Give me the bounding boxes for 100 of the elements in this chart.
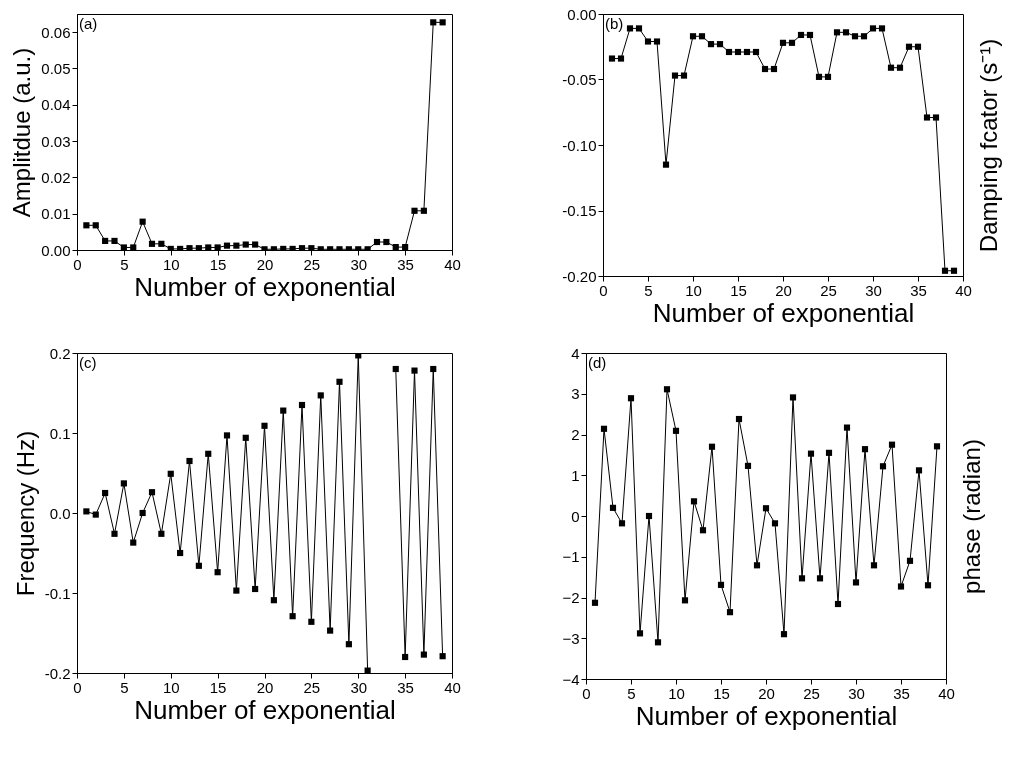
- x-tick-label: 15: [209, 678, 227, 696]
- point: [797, 31, 805, 39]
- point: [825, 449, 833, 456]
- x-tick-label: 25: [303, 255, 321, 273]
- point: [439, 653, 446, 660]
- point: [345, 641, 352, 648]
- x-tick-label: 30: [350, 678, 368, 696]
- annotation: (a): [79, 15, 98, 32]
- point: [252, 241, 259, 248]
- x-tick-label: 40: [938, 684, 955, 702]
- x-tick-label: 10: [668, 684, 685, 702]
- point: [102, 237, 109, 245]
- point: [788, 39, 796, 46]
- point: [816, 575, 824, 582]
- point: [861, 446, 869, 453]
- y-tick-label: 0.1: [49, 424, 71, 442]
- point: [148, 240, 156, 247]
- point: [708, 443, 716, 450]
- point: [707, 41, 715, 48]
- point: [167, 470, 174, 477]
- point: [186, 457, 193, 465]
- point: [852, 579, 860, 586]
- point: [195, 245, 202, 250]
- point: [834, 600, 842, 608]
- point: [617, 55, 625, 62]
- point: [214, 244, 221, 250]
- point: [609, 504, 617, 511]
- point: [941, 267, 949, 274]
- point: [762, 505, 770, 512]
- x-tick-label: 40: [955, 281, 972, 299]
- x-tick-label: 5: [120, 255, 129, 273]
- point: [242, 434, 249, 441]
- x-tick-label: 35: [397, 678, 414, 696]
- point: [223, 432, 231, 439]
- point: [430, 365, 437, 373]
- x-tick-label: 10: [685, 281, 702, 299]
- point: [761, 65, 769, 73]
- point: [205, 450, 212, 457]
- point: [439, 19, 446, 26]
- x-tick-label: 40: [444, 678, 461, 696]
- point: [402, 653, 409, 661]
- point: [308, 618, 315, 625]
- y-tick-label: 4: [571, 344, 580, 362]
- point: [888, 441, 896, 448]
- point: [158, 240, 165, 247]
- point: [851, 33, 859, 40]
- x-tick-label: 25: [303, 678, 321, 696]
- x-tick-label: 20: [256, 255, 274, 273]
- x-tick-label: 15: [713, 684, 730, 702]
- y-tick-label: 0.00: [567, 5, 597, 23]
- point: [780, 631, 788, 638]
- y-axis-title: Frequency (Hz): [11, 430, 39, 597]
- point: [618, 520, 626, 527]
- point: [950, 267, 958, 274]
- point: [906, 557, 914, 564]
- point: [752, 48, 760, 56]
- point: [148, 489, 156, 496]
- point: [289, 613, 296, 620]
- point: [233, 242, 240, 249]
- point: [591, 599, 599, 606]
- y-axis-title: phase (radian): [957, 439, 985, 594]
- point: [83, 508, 90, 515]
- point: [130, 539, 137, 546]
- point: [860, 33, 868, 40]
- y-tick-label: 0.0: [49, 504, 71, 522]
- x-tick-label: 10: [162, 678, 180, 696]
- x-tick-label: 30: [848, 684, 865, 702]
- point: [672, 427, 680, 434]
- point: [111, 530, 118, 537]
- point: [807, 450, 815, 457]
- x-tick-label: 0: [599, 281, 608, 299]
- point: [92, 222, 99, 229]
- point: [824, 73, 832, 80]
- point: [392, 244, 399, 250]
- point: [111, 237, 118, 245]
- point: [280, 245, 287, 250]
- point: [645, 512, 653, 520]
- y-tick-label: -0.10: [562, 136, 597, 154]
- point: [698, 33, 706, 40]
- point: [373, 238, 381, 246]
- point: [167, 245, 174, 250]
- x-tick-label: 35: [910, 281, 927, 299]
- y-tick-label: 0.05: [41, 59, 71, 77]
- y-tick-label: 0.04: [41, 96, 71, 114]
- point: [261, 422, 268, 429]
- point: [815, 73, 823, 80]
- point: [716, 41, 724, 48]
- x-axis-title: Number of exponential: [134, 694, 396, 725]
- x-axis-title: Number of exponential: [652, 297, 915, 328]
- point: [280, 407, 287, 414]
- point: [671, 72, 679, 79]
- point: [771, 520, 779, 527]
- point: [608, 55, 616, 62]
- point: [644, 38, 652, 45]
- point: [923, 114, 931, 121]
- point: [120, 244, 127, 250]
- point: [242, 241, 249, 248]
- point: [833, 29, 841, 36]
- point: [139, 509, 146, 517]
- y-tick-label: 1: [571, 466, 580, 484]
